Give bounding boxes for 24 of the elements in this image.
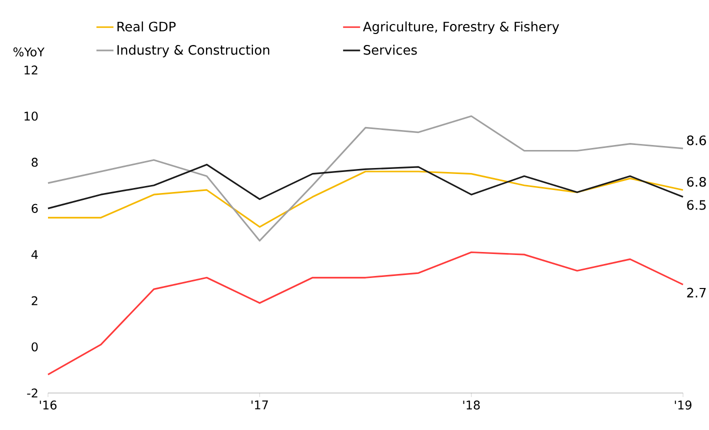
y-tick-label: 2: [32, 296, 38, 306]
line-series: [47, 164, 684, 210]
y-tick-label: 6: [32, 204, 38, 213]
data-label: 6.5: [687, 200, 706, 210]
x-tick-label: '17: [252, 400, 268, 410]
legend-label: Agriculture, Forestry & Fishery: [362, 21, 560, 34]
legend-label: Services: [364, 44, 417, 55]
legend-label: Real GDP: [118, 21, 176, 32]
y-tick-label: 8: [32, 158, 38, 167]
data-label: 6.8: [687, 176, 706, 187]
data-label: 8.6: [687, 135, 706, 146]
y-tick-label: -2: [27, 388, 38, 398]
y-tick-label: 10: [24, 112, 38, 121]
y-tick-label: 0: [32, 342, 38, 352]
x-tick-label: '16: [40, 400, 56, 410]
y-axis-title: %YoY: [13, 47, 45, 56]
x-tick-label: '18: [463, 400, 480, 410]
y-tick-label: 4: [31, 250, 38, 259]
y-tick-label: 12: [24, 66, 38, 74]
legend-label: Industry & Construction: [118, 44, 270, 58]
line-series: [47, 170, 684, 228]
x-tick-label: '19: [674, 400, 692, 410]
line-series: [47, 251, 684, 376]
data-label: 2.7: [687, 288, 706, 298]
